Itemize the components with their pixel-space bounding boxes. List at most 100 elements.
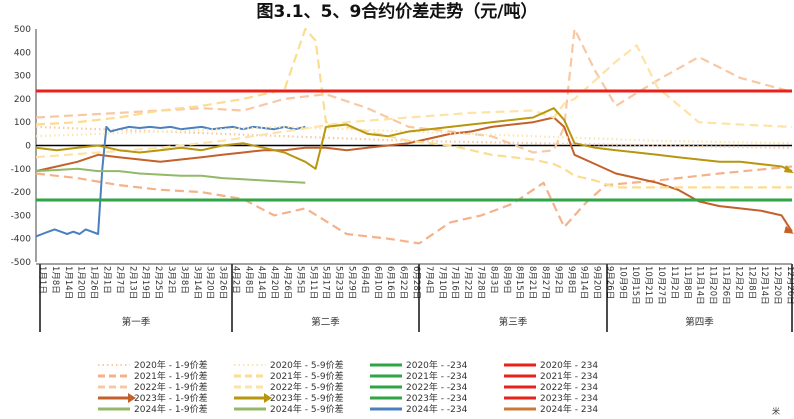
y-tick-label: 400	[14, 48, 31, 58]
x-tick-label: 1月1日	[37, 266, 47, 294]
x-tick-label: 2月13日	[127, 266, 137, 299]
x-tick-label: 4月8日	[243, 266, 253, 294]
x-tick-label: 12月26日	[785, 266, 794, 305]
x-tick-label: 5月17日	[321, 266, 331, 299]
legend-label: 2023年 - 234	[540, 392, 598, 404]
x-tick-label: 9月8日	[566, 266, 576, 294]
x-tick-label: 10月9日	[617, 266, 627, 299]
series-line	[35, 167, 306, 184]
y-tick-label: -200	[11, 188, 32, 198]
series-line	[35, 165, 793, 245]
series-arrow-head	[784, 165, 794, 174]
footnote: 米	[772, 406, 780, 416]
legend-label: 2022年 - 1-9价差	[134, 381, 208, 393]
x-tick-label: 6月28日	[411, 266, 421, 299]
x-tick-label: 7月22日	[463, 266, 473, 299]
legend-label: 2024年 - 5-9价差	[270, 403, 344, 415]
x-tick-label: 6月10日	[372, 266, 382, 299]
x-tick-label: 11月8日	[682, 266, 692, 299]
quarter-label: 第四季	[685, 316, 714, 328]
legend-label: 2022年 - 5-9价差	[270, 381, 344, 393]
legend-label: 2024年 - -234	[406, 403, 468, 415]
x-tick-label: 7月4日	[424, 266, 434, 294]
x-tick-label: 10月21日	[643, 266, 653, 305]
x-tick-label: 6月4日	[359, 266, 369, 294]
series-line	[35, 125, 306, 238]
legend-label: 2021年 - 5-9价差	[270, 370, 344, 382]
series-line	[35, 107, 793, 173]
x-tick-label: 1月14日	[63, 266, 73, 299]
x-tick-label: 9月20日	[592, 266, 602, 299]
x-tick-label: 12月8日	[746, 266, 756, 299]
legend-label: 2024年 - 234	[540, 403, 598, 415]
series-layer	[35, 27, 794, 245]
legend-label: 2020年 - 1-9价差	[134, 359, 208, 371]
x-tick-label: 8月15日	[514, 266, 524, 299]
x-tick-label: 12月14日	[759, 266, 769, 305]
x-tick-label: 7月10日	[437, 266, 447, 299]
y-tick-label: 100	[14, 118, 31, 128]
x-tick-label: 11月26日	[721, 266, 731, 305]
series-line	[35, 44, 793, 159]
legend-label: 2020年 - 234	[540, 359, 598, 371]
legend-label: 2020年 - 5-9价差	[270, 359, 344, 371]
legend-label: 2022年 - 234	[540, 381, 598, 393]
x-tick-label: 4月20日	[269, 266, 279, 299]
x-tick-label: 4月14日	[256, 266, 266, 299]
x-tick-label: 7月28日	[475, 266, 485, 299]
x-tick-label: 12月2日	[733, 266, 743, 299]
y-tick-label: 0	[25, 142, 31, 152]
legend-label: 2021年 - 1-9价差	[134, 370, 208, 382]
legend-label: 2021年 - -234	[406, 370, 468, 382]
x-tick-label: 8月9日	[501, 266, 511, 294]
x-tick-label: 11月14日	[695, 266, 705, 305]
x-tick-label: 10月27日	[656, 266, 666, 305]
x-tick-label: 1月20日	[76, 266, 86, 299]
x-tick-label: 2月25日	[153, 266, 163, 299]
x-tick-label: 12月20日	[772, 266, 782, 305]
legend-arrow	[264, 393, 272, 403]
quarter-label: 第三季	[499, 316, 528, 328]
legend-label: 2024年 - 1-9价差	[134, 403, 208, 415]
quarter-label: 第二季	[311, 316, 340, 328]
x-tick-label: 3月26日	[218, 266, 228, 299]
x-tick-label: 1月8日	[50, 266, 60, 294]
x-tick-label: 3月14日	[192, 266, 202, 299]
x-tick-label: 10月15日	[630, 266, 640, 305]
x-tick-label: 6月16日	[385, 266, 395, 299]
x-tick-label: 1月26日	[89, 266, 99, 299]
series-line	[35, 125, 793, 149]
x-tick-label: 6月22日	[398, 266, 408, 299]
series-line	[35, 125, 793, 145]
x-tick-label: 9月2日	[553, 266, 563, 294]
x-tick-label: 3月2日	[166, 266, 176, 294]
x-tick-label: 5月29日	[347, 266, 357, 299]
y-tick-label: 300	[14, 72, 31, 82]
x-tick-label: 2月19日	[140, 266, 150, 299]
legend-label: 2023年 - -234	[406, 392, 468, 404]
quarter-label: 第一季	[122, 316, 151, 328]
y-tick-label: -300	[11, 211, 32, 221]
x-tick-label: 7月16日	[450, 266, 460, 299]
chart-title: 图3.1、5、9合约价差走势（元/吨）	[257, 1, 538, 22]
x-tick-label: 2月7日	[114, 266, 124, 294]
x-tick-label: 3月20日	[205, 266, 215, 299]
series-line	[35, 116, 793, 233]
x-tick-label: 8月27日	[540, 266, 550, 299]
y-tick-label: -100	[11, 165, 32, 175]
x-tick-label: 4月2日	[230, 266, 240, 294]
x-tick-label: 4月26日	[282, 266, 292, 299]
legend-label: 2022年 - -234	[406, 381, 468, 393]
x-tick-label: 3月8日	[179, 266, 189, 294]
y-tick-label: 500	[14, 25, 31, 35]
x-tick-label: 8月21日	[527, 266, 537, 299]
y-tick-label: -400	[11, 235, 32, 245]
x-tick-label: 9月26日	[604, 266, 614, 299]
series-arrow-head	[784, 225, 794, 234]
series-line	[35, 27, 793, 154]
y-tick-label: -500	[11, 258, 32, 268]
x-tick-label: 11月20日	[708, 266, 718, 305]
x-tick-label: 5月5日	[295, 266, 305, 294]
